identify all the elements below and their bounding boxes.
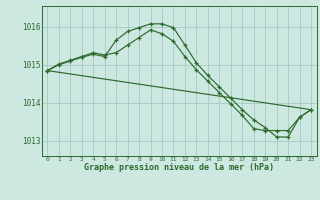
X-axis label: Graphe pression niveau de la mer (hPa): Graphe pression niveau de la mer (hPa) (84, 164, 274, 172)
